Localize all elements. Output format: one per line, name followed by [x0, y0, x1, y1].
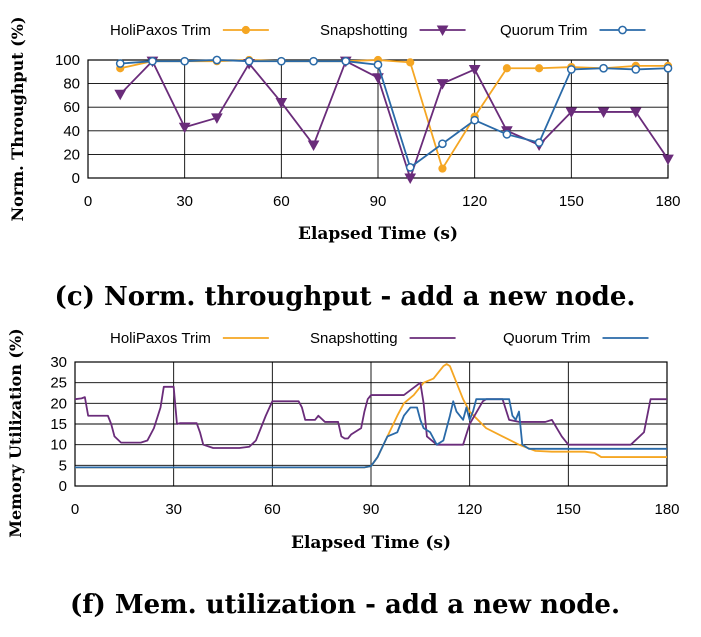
data-point: [372, 73, 384, 84]
memory-chart: Memory Utilization (%) Elapsed Time (s) …: [6, 328, 680, 620]
data-point: [629, 107, 642, 118]
x-tick-label: 180: [655, 193, 680, 210]
data-point: [438, 164, 447, 173]
x-tick-label: 0: [84, 193, 92, 210]
x-tick-label: 180: [654, 501, 679, 518]
x-tick-label: 90: [363, 501, 380, 518]
legend-label: Quorum Trim: [503, 330, 591, 347]
x-tick-label: 90: [370, 193, 387, 210]
series-line-quorum-trim: [75, 398, 667, 469]
data-point: [663, 63, 673, 73]
data-point: [309, 56, 318, 66]
legend-label: HoliPaxos Trim: [110, 22, 211, 39]
x-axis-label: Elapsed Time (s): [291, 533, 451, 553]
y-tick-label: 5: [59, 457, 67, 474]
data-point: [307, 140, 320, 151]
data-point: [662, 154, 674, 166]
x-tick-label: 30: [165, 501, 182, 518]
data-point: [148, 56, 157, 66]
data-point: [404, 173, 417, 185]
data-point: [599, 63, 608, 73]
x-tick-label: 30: [176, 193, 193, 210]
y-tick-label: 100: [55, 52, 80, 69]
x-tick-label: 60: [273, 193, 290, 210]
x-tick-label: 60: [264, 501, 281, 518]
data-point: [534, 138, 544, 147]
legend-label: Quorum Trim: [500, 22, 588, 39]
data-point: [438, 139, 447, 149]
x-axis-label: Elapsed Time (s): [298, 224, 458, 244]
data-point: [373, 60, 383, 70]
data-point: [502, 129, 512, 139]
data-point: [436, 79, 449, 90]
x-tick-label: 120: [457, 501, 482, 518]
data-point: [115, 59, 125, 68]
data-point: [178, 122, 191, 134]
y-tick-label: 25: [50, 375, 67, 392]
figure-caption: (f) Mem. utilization - add a new node.: [70, 590, 620, 620]
data-point: [535, 64, 544, 73]
legend-marker: [618, 25, 627, 35]
y-tick-label: 10: [50, 437, 67, 454]
series-line-holipaxos-trim: [120, 59, 668, 170]
data-point: [244, 56, 254, 66]
data-point: [406, 58, 415, 67]
y-tick-label: 15: [50, 416, 67, 433]
data-point: [276, 56, 286, 66]
data-point: [631, 65, 641, 74]
data-point: [405, 163, 415, 172]
data-point: [114, 89, 127, 101]
legend-marker: [436, 25, 449, 37]
y-tick-label: 20: [63, 146, 80, 163]
y-tick-label: 60: [63, 99, 80, 116]
data-point: [470, 115, 480, 125]
y-tick-label: 30: [50, 354, 67, 371]
data-point: [212, 55, 222, 65]
x-tick-label: 0: [71, 501, 79, 518]
y-axis-label: Memory Utilization (%): [6, 328, 25, 538]
y-tick-label: 80: [63, 76, 80, 93]
data-point: [565, 107, 578, 118]
data-point: [502, 64, 511, 73]
data-point: [275, 97, 288, 109]
data-point: [180, 56, 190, 66]
y-tick-label: 20: [50, 395, 67, 412]
data-point: [341, 56, 351, 66]
legend-label: HoliPaxos Trim: [110, 330, 211, 347]
y-tick-label: 0: [59, 478, 67, 495]
y-axis-label: Norm. Throughput (%): [8, 16, 27, 221]
legend-label: Snapshotting: [310, 330, 398, 347]
data-point: [566, 65, 576, 74]
series-line-snapshotting: [119, 60, 669, 179]
figure-caption: (c) Norm. throughput - add a new node.: [55, 282, 636, 312]
x-tick-label: 150: [556, 501, 581, 518]
data-point: [597, 107, 610, 118]
y-tick-label: 40: [63, 123, 80, 140]
data-point: [211, 113, 223, 124]
x-tick-label: 120: [462, 193, 487, 210]
legend-label: Snapshotting: [320, 22, 408, 39]
x-tick-label: 150: [559, 193, 584, 210]
data-point: [468, 64, 481, 76]
legend-marker: [241, 25, 250, 35]
y-tick-label: 0: [72, 170, 80, 187]
series-line-snapshotting: [74, 381, 667, 449]
throughput-chart: Norm. Throughput (%) Elapsed Time (s) (c…: [8, 16, 681, 312]
series-line-quorum-trim: [120, 59, 669, 169]
